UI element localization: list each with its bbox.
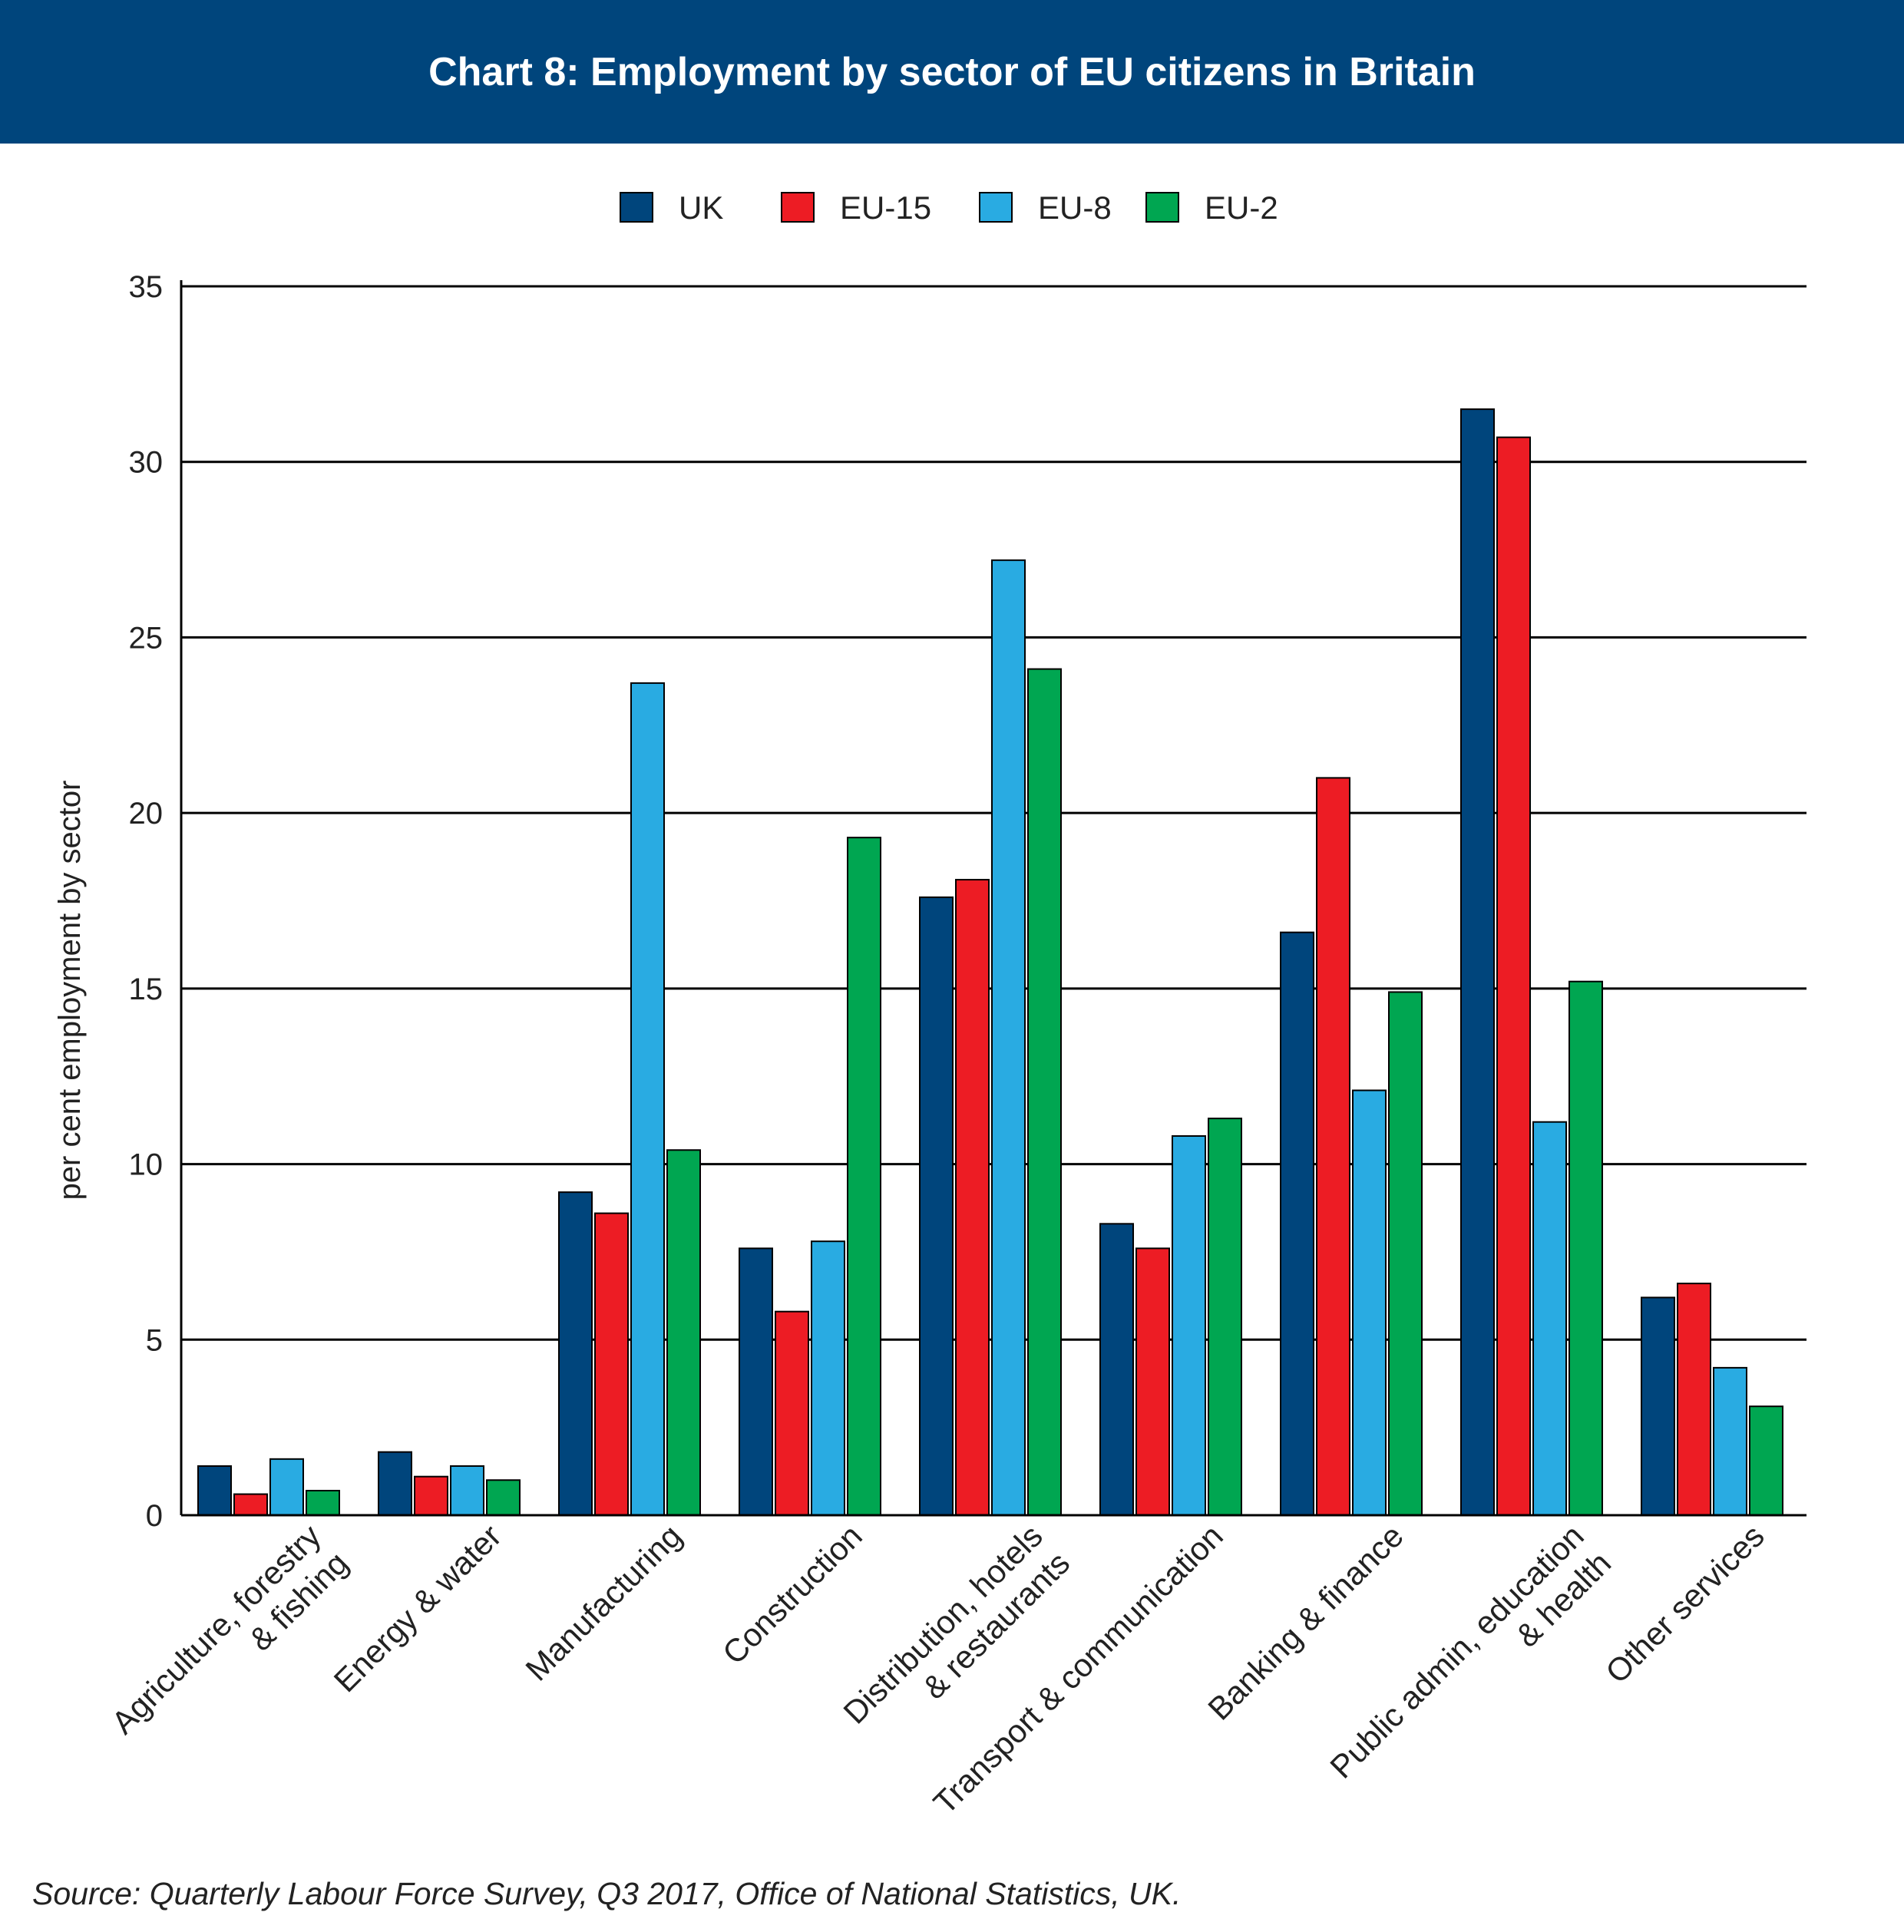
bar-uk [378, 1451, 412, 1516]
bar-eu-15 [1677, 1283, 1711, 1517]
legend-swatch-eu-8 [979, 192, 1013, 223]
axes [180, 280, 1806, 1517]
bar-eu-8 [1172, 1134, 1206, 1517]
x-category-label: Banking & finance [1201, 1518, 1410, 1727]
bar-eu-8 [811, 1240, 845, 1516]
bar-uk [919, 896, 954, 1516]
x-category-label: Construction [716, 1518, 869, 1671]
y-tick-label: 20 [129, 797, 164, 831]
bar-eu-8 [1713, 1366, 1747, 1516]
y-axis-ticks: 0 5 10 15 20 25 30 35 [129, 270, 164, 1533]
x-category-label: Agriculture, forestry& fishing [104, 1518, 355, 1768]
y-axis-label: per cent employment by sector [53, 781, 87, 1200]
bar-uk [1280, 931, 1314, 1516]
x-category-label-line: Manufacturing [518, 1518, 688, 1687]
legend-label: UK [679, 190, 723, 226]
y-tick-label: 0 [146, 1499, 163, 1533]
legend-swatch-eu-2 [1145, 192, 1179, 223]
bar-uk [558, 1191, 593, 1517]
y-tick-label: 15 [129, 973, 164, 1006]
legend-label: EU-15 [840, 190, 931, 226]
bar-eu-15 [233, 1493, 268, 1517]
bar-uk [1460, 408, 1495, 1516]
bar-eu-8 [991, 559, 1026, 1516]
y-tick-label: 10 [129, 1148, 164, 1182]
bar-eu-2 [1568, 980, 1603, 1517]
bar-eu-2 [306, 1489, 340, 1516]
bars [197, 408, 1783, 1517]
bar-eu-2 [666, 1149, 701, 1516]
bar-eu-2 [486, 1479, 521, 1517]
bar-uk [1099, 1223, 1134, 1516]
bar-eu-8 [1352, 1089, 1387, 1517]
bar-eu-15 [414, 1475, 448, 1517]
bar-eu-2 [1208, 1118, 1242, 1516]
chart-header: Chart 8: Employment by sector of EU citi… [0, 0, 1904, 144]
bar-eu-8 [1532, 1121, 1567, 1517]
bar-eu-15 [955, 879, 990, 1517]
legend-label: EU-2 [1205, 190, 1278, 226]
bar-uk [739, 1247, 773, 1516]
bar-eu-2 [1749, 1405, 1783, 1516]
x-category-label: Energy & water [327, 1518, 508, 1699]
bar-eu-15 [594, 1212, 629, 1517]
x-category-label: Manufacturing [518, 1518, 688, 1687]
y-tick-label: 5 [146, 1323, 163, 1357]
legend-swatch-eu-15 [781, 192, 815, 223]
bar-eu-2 [1388, 991, 1423, 1516]
bar-eu-8 [450, 1465, 484, 1516]
legend-swatch-uk [620, 192, 653, 223]
x-category-label-line: Energy & water [327, 1518, 508, 1699]
legend: UK EU-15 EU-8 EU-2 [620, 190, 1278, 226]
bar-eu-8 [630, 682, 665, 1516]
x-category-label-line: Banking & finance [1201, 1518, 1410, 1727]
bar-eu-8 [269, 1458, 304, 1516]
x-category-label-line: Other services [1598, 1518, 1771, 1690]
bar-uk [197, 1465, 232, 1516]
x-category-label-line: Construction [716, 1518, 869, 1671]
bar-eu-15 [1496, 436, 1531, 1516]
y-tick-label: 35 [129, 270, 164, 304]
legend-label: EU-8 [1038, 190, 1112, 226]
bar-eu-15 [1316, 777, 1350, 1516]
y-tick-label: 30 [129, 446, 164, 480]
source-note: Source: Quarterly Labour Force Survey, Q… [32, 1876, 1182, 1911]
bar-eu-15 [1135, 1247, 1170, 1516]
y-tick-label: 25 [129, 621, 164, 655]
chart-title: Chart 8: Employment by sector of EU citi… [428, 49, 1476, 94]
bar-uk [1641, 1296, 1675, 1516]
x-category-label: Other services [1598, 1518, 1771, 1690]
bar-eu-15 [775, 1310, 809, 1516]
bar-eu-2 [847, 837, 881, 1516]
bar-eu-2 [1027, 668, 1062, 1516]
